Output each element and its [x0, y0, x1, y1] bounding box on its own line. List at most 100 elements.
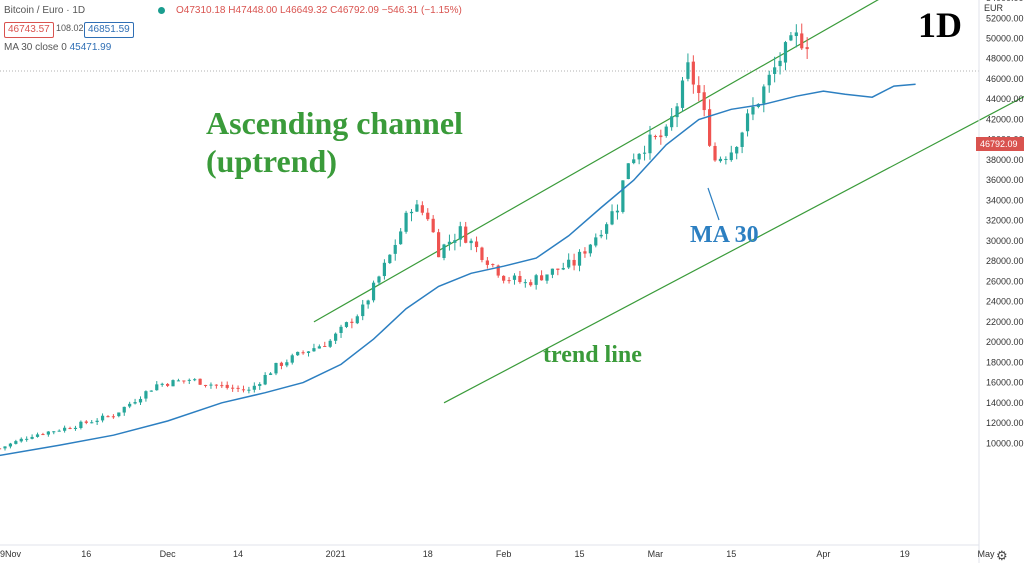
spread-value: 108.02 [56, 23, 84, 33]
candle-body [193, 379, 197, 381]
candle-body [182, 380, 186, 382]
candle-body [626, 163, 630, 180]
y-tick-label: 48000.00 [986, 54, 1024, 64]
candle-body [708, 109, 712, 146]
candle-body [388, 254, 392, 264]
x-tick-label: 15 [575, 549, 585, 559]
candle-body [122, 406, 126, 413]
candle-body [762, 86, 766, 104]
candle-body [588, 244, 592, 254]
y-tick-label: 10000.00 [986, 438, 1024, 448]
ma-legend[interactable]: MA 30 close 0 45471.99 [4, 42, 111, 53]
y-tick-label: 46000.00 [986, 74, 1024, 84]
candle-body [8, 443, 13, 447]
ohlc-low: L46649.32 [280, 5, 328, 16]
visibility-dot-icon[interactable] [158, 7, 165, 14]
candle-body [84, 421, 88, 423]
y-tick-label: 50000.00 [986, 34, 1024, 44]
candle-body [155, 384, 159, 391]
candle-body [371, 282, 376, 301]
candle-body [637, 153, 641, 160]
candle-body [502, 275, 506, 281]
candle-body [30, 436, 34, 439]
y-tick-label: 24000.00 [986, 297, 1024, 307]
candle-body [512, 275, 517, 280]
candle-body [79, 421, 83, 428]
ohlc-high: H47448.00 [228, 5, 278, 16]
candle-body [718, 158, 723, 162]
candle-body [296, 351, 300, 356]
y-tick-label: 18000.00 [986, 357, 1024, 367]
candle-body [350, 321, 354, 323]
x-tick-label: Feb [496, 549, 512, 559]
y-tick-label: 34000.00 [986, 195, 1024, 205]
candle-body [100, 415, 105, 421]
candle-body [339, 326, 343, 333]
candle-body [453, 240, 457, 243]
candle-body [160, 383, 164, 385]
candle-body [312, 348, 316, 352]
candle-body [176, 380, 181, 382]
y-tick-label: 32000.00 [986, 216, 1024, 226]
channel-upper-line [313, 0, 879, 323]
candle-body [642, 152, 647, 154]
candle-body [361, 304, 365, 317]
x-tick-label: 9 [0, 549, 5, 559]
trend-line-annotation: trend line [543, 342, 642, 368]
candle-body [529, 282, 533, 286]
candle-body [25, 438, 29, 440]
y-tick-label: 42000.00 [986, 114, 1024, 124]
candle-body [447, 241, 452, 245]
candle-body [577, 251, 582, 266]
candle-body [258, 384, 262, 386]
candle-body [95, 420, 99, 423]
candle-body [214, 384, 218, 386]
candle-body [680, 80, 685, 108]
currency-label[interactable]: EUR [984, 3, 1004, 13]
candle-body [545, 274, 549, 281]
ma-legend-label: MA 30 close 0 [4, 42, 67, 53]
candle-body [697, 85, 701, 93]
candle-body [437, 232, 441, 258]
ascending-channel-annotation: Ascending channel (uptrend) [206, 104, 463, 180]
settings-gear-icon[interactable]: ⚙ [996, 548, 1008, 563]
y-tick-label: 28000.00 [986, 256, 1024, 266]
x-tick-label: Apr [816, 549, 830, 559]
candle-body [73, 427, 78, 429]
candle-body [691, 61, 695, 85]
last-price-label: 46792.09 [976, 137, 1024, 151]
candle-body [615, 210, 620, 213]
candle-body [133, 402, 137, 404]
x-tick-label: 2021 [326, 549, 346, 559]
x-tick-label: Nov [5, 549, 22, 559]
candle-body [377, 276, 381, 283]
candle-body [90, 422, 94, 424]
y-tick-label: 16000.00 [986, 378, 1024, 388]
candle-body [111, 416, 115, 418]
candle-body [144, 391, 148, 399]
symbol-label: Bitcoin / Euro · 1D [4, 5, 86, 16]
x-tick-label: 18 [423, 549, 433, 559]
candle-body [14, 441, 18, 444]
candle-body [534, 275, 538, 285]
candle-body [366, 300, 370, 305]
candle-body [301, 352, 305, 354]
buy-price-button[interactable]: 46851.59 [84, 22, 134, 38]
candle-body [491, 264, 495, 266]
y-tick-label: 14000.00 [986, 398, 1024, 408]
candle-body [247, 389, 251, 391]
candle-body [800, 33, 804, 49]
candle-body [426, 212, 430, 220]
sell-price-button[interactable]: 46743.57 [4, 22, 54, 38]
candle-body [317, 346, 321, 349]
x-tick-label: Dec [160, 549, 177, 559]
y-tick-label: 20000.00 [986, 337, 1024, 347]
candle-body [431, 218, 435, 233]
candle-body [805, 47, 809, 50]
candle-body [285, 362, 289, 366]
candle-body [458, 226, 462, 240]
candle-body [198, 378, 202, 385]
candle-body [735, 147, 739, 154]
y-tick-label: 54000.00 [986, 0, 1024, 3]
